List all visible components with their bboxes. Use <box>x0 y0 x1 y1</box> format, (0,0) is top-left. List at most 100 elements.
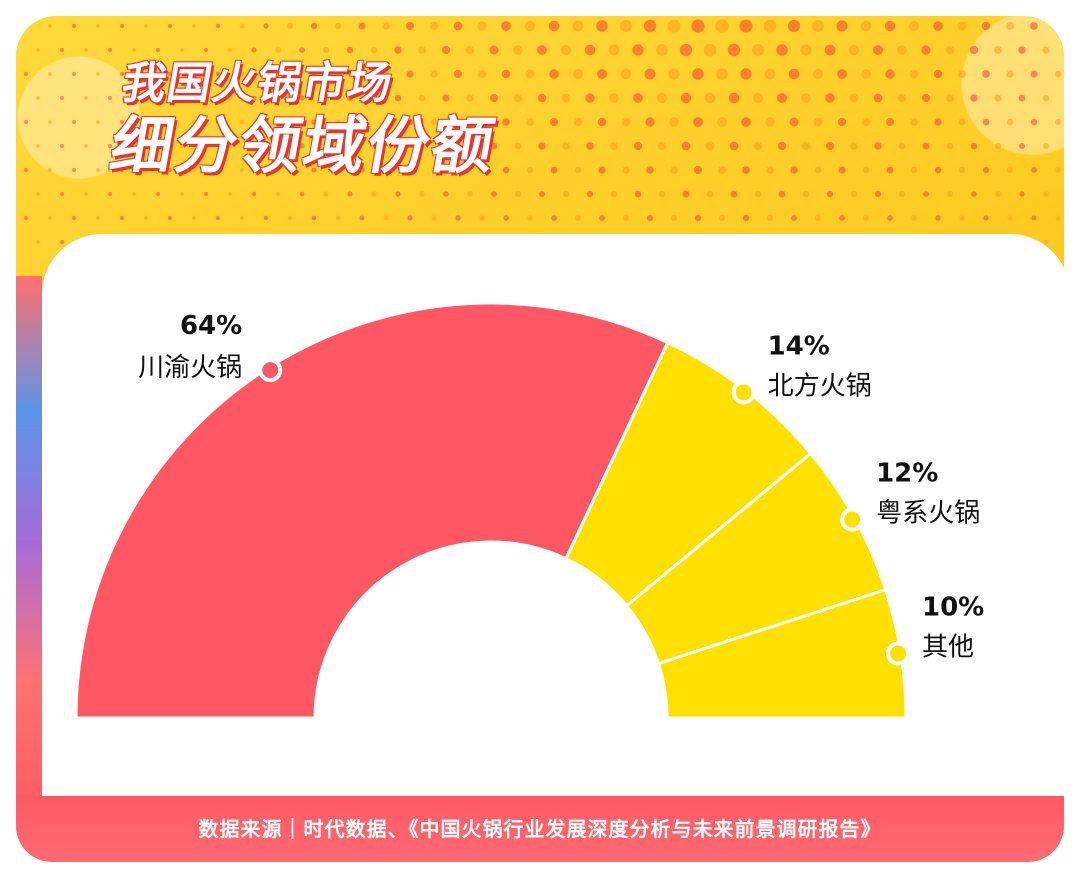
halftone-dot <box>849 93 859 103</box>
halftone-dot <box>239 23 245 29</box>
halftone-dot <box>971 191 977 197</box>
halftone-dot <box>358 22 366 30</box>
halftone-dot <box>513 45 523 55</box>
halftone-dot <box>921 45 931 55</box>
halftone-dot <box>299 47 305 53</box>
halftone-dot <box>311 71 317 77</box>
halftone-dot <box>287 167 293 173</box>
halftone-dot <box>801 141 811 151</box>
halftone-dot <box>886 118 894 126</box>
halftone-dot <box>742 214 750 222</box>
halftone-dot <box>36 240 40 244</box>
halftone-dot <box>658 190 666 198</box>
halftone-dot <box>168 24 172 28</box>
halftone-dot <box>1006 118 1014 126</box>
halftone-dot <box>72 120 76 124</box>
slice-3 <box>656 587 908 720</box>
halftone-dot <box>621 117 631 127</box>
halftone-dot <box>777 141 787 151</box>
halftone-dot <box>407 215 413 221</box>
halftone-dot <box>239 215 245 221</box>
halftone-dot <box>716 68 728 80</box>
halftone-dot <box>406 22 414 30</box>
halftone-dot <box>132 192 136 196</box>
halftone-dot <box>465 45 475 55</box>
halftone-dot <box>96 216 100 220</box>
halftone-dot <box>692 68 704 80</box>
halftone-dot <box>667 19 681 33</box>
halftone-dot <box>703 43 717 57</box>
halftone-dot <box>1007 167 1013 173</box>
halftone-dot <box>1018 46 1026 54</box>
halftone-dot <box>778 190 786 198</box>
halftone-dot <box>983 215 989 221</box>
halftone-dot <box>48 120 52 124</box>
halftone-dot <box>575 215 581 221</box>
halftone-dot <box>466 94 474 102</box>
halftone-dot <box>263 215 269 221</box>
halftone-dot <box>418 46 426 54</box>
halftone-dot <box>1043 191 1049 197</box>
halftone-dot <box>922 94 930 102</box>
halftone-dot <box>527 215 533 221</box>
halftone-dot <box>216 216 220 220</box>
source-note: 数据来源｜时代数据、《中国火锅行业发展深度分析与未来前景调研报告》 <box>198 817 882 841</box>
halftone-dot <box>983 167 989 173</box>
halftone-dot <box>72 24 76 28</box>
halftone-dot <box>60 144 64 148</box>
halftone-dot <box>1030 70 1038 78</box>
halftone-dot <box>787 19 801 33</box>
halftone-dot <box>407 167 413 173</box>
halftone-dot <box>382 70 390 78</box>
halftone-dot <box>646 166 654 174</box>
halftone-dot <box>643 19 657 33</box>
halftone-dot <box>539 191 545 197</box>
halftone-dot <box>84 96 88 100</box>
halftone-dot <box>598 166 606 174</box>
halftone-dot <box>884 20 896 32</box>
halftone-dot <box>275 47 281 53</box>
halftone-dot <box>969 45 979 55</box>
halftone-dot <box>335 119 341 125</box>
halftone-dot <box>359 119 365 125</box>
halftone-dot <box>766 166 774 174</box>
halftone-dot <box>430 118 438 126</box>
halftone-dot <box>526 118 534 126</box>
halftone-dot <box>287 119 293 125</box>
halftone-dot <box>717 117 727 127</box>
halftone-dot <box>705 141 715 151</box>
halftone-dot <box>1005 21 1015 31</box>
halftone-dot <box>946 142 954 150</box>
halftone-dot <box>192 72 196 76</box>
halftone-dot <box>431 215 437 221</box>
halftone-dot <box>275 95 281 101</box>
halftone-dot <box>479 215 485 221</box>
halftone-dot <box>215 167 221 173</box>
halftone-dot <box>645 117 655 127</box>
value-label-3: 10% <box>922 593 984 623</box>
halftone-dot <box>982 118 990 126</box>
halftone-dot <box>1055 119 1061 125</box>
halftone-dot <box>715 19 729 33</box>
halftone-dot <box>192 216 196 220</box>
halftone-dot <box>156 192 160 196</box>
halftone-dot <box>861 117 871 127</box>
halftone-dot <box>168 72 172 76</box>
halftone-dot <box>310 22 318 30</box>
halftone-dot <box>501 21 511 31</box>
halftone-dot <box>897 93 907 103</box>
halftone-dot <box>728 92 740 104</box>
halftone-dot <box>96 120 100 124</box>
halftone-dot <box>1006 70 1014 78</box>
halftone-dot <box>311 215 317 221</box>
halftone-dot <box>144 120 148 124</box>
halftone-dot <box>848 44 860 56</box>
halftone-dot <box>192 24 196 28</box>
halftone-dot <box>934 118 942 126</box>
halftone-dot <box>633 93 643 103</box>
halftone-dot <box>682 190 690 198</box>
halftone-dot <box>549 69 559 79</box>
halftone-dot <box>946 94 954 102</box>
halftone-dot <box>454 118 462 126</box>
